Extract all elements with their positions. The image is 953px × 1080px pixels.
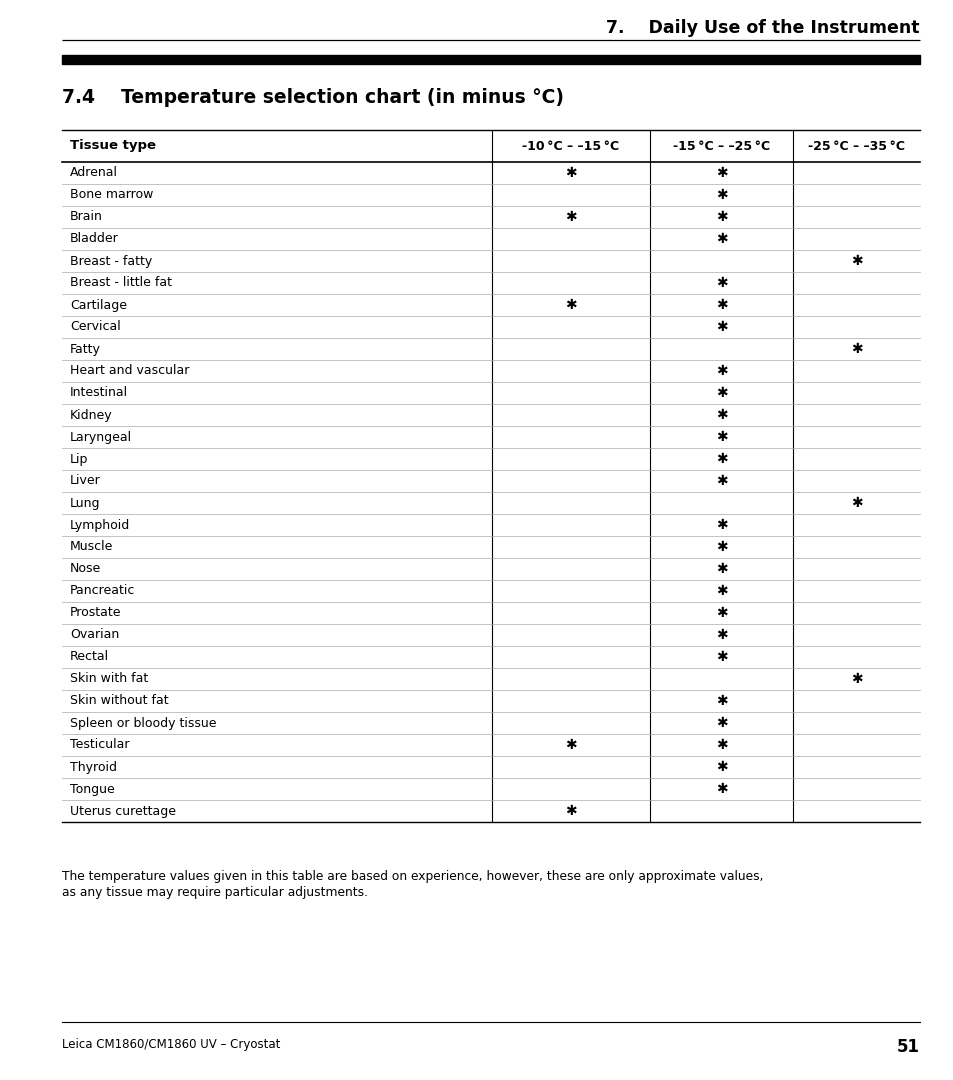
Text: Adrenal: Adrenal (70, 166, 118, 179)
Text: ✱: ✱ (850, 342, 862, 356)
Text: ✱: ✱ (715, 474, 726, 488)
Text: Tissue type: Tissue type (70, 139, 156, 152)
Text: ✱: ✱ (715, 408, 726, 422)
Text: Prostate: Prostate (70, 607, 121, 620)
Text: Lip: Lip (70, 453, 89, 465)
Text: ✱: ✱ (715, 738, 726, 752)
Text: Ovarian: Ovarian (70, 629, 119, 642)
Text: Testicular: Testicular (70, 739, 130, 752)
Text: Heart and vascular: Heart and vascular (70, 365, 190, 378)
Text: ✱: ✱ (564, 166, 577, 180)
Text: Lung: Lung (70, 497, 100, 510)
Text: ✱: ✱ (715, 716, 726, 730)
Text: ✱: ✱ (850, 672, 862, 686)
Text: ✱: ✱ (850, 254, 862, 268)
Text: Fatty: Fatty (70, 342, 101, 355)
Text: Uterus curettage: Uterus curettage (70, 805, 175, 818)
Text: ✱: ✱ (715, 650, 726, 664)
Text: ✱: ✱ (715, 430, 726, 444)
Text: ✱: ✱ (715, 760, 726, 774)
Text: ✱: ✱ (715, 276, 726, 291)
Text: Leica CM1860/CM1860 UV – Cryostat: Leica CM1860/CM1860 UV – Cryostat (62, 1038, 280, 1051)
Text: The temperature values given in this table are based on experience, however, the: The temperature values given in this tab… (62, 870, 762, 883)
Text: Brain: Brain (70, 211, 103, 224)
Text: 7.    Daily Use of the Instrument: 7. Daily Use of the Instrument (606, 19, 919, 37)
Text: Cartilage: Cartilage (70, 298, 127, 311)
Text: Muscle: Muscle (70, 540, 113, 553)
Text: Breast - fatty: Breast - fatty (70, 255, 152, 268)
Text: 7.4    Temperature selection chart (in minus °C): 7.4 Temperature selection chart (in minu… (62, 87, 563, 107)
Text: Bone marrow: Bone marrow (70, 189, 153, 202)
Text: ✱: ✱ (715, 188, 726, 202)
Text: Skin with fat: Skin with fat (70, 673, 148, 686)
Text: ✱: ✱ (715, 606, 726, 620)
Text: Bladder: Bladder (70, 232, 118, 245)
Text: ✱: ✱ (564, 210, 577, 224)
Text: ✱: ✱ (564, 804, 577, 818)
Text: ✱: ✱ (715, 518, 726, 532)
Text: ✱: ✱ (715, 232, 726, 246)
Text: ✱: ✱ (564, 298, 577, 312)
Text: ✱: ✱ (715, 453, 726, 465)
Text: -15 °C – –25 °C: -15 °C – –25 °C (672, 139, 769, 152)
Text: Intestinal: Intestinal (70, 387, 128, 400)
Text: ✱: ✱ (715, 694, 726, 708)
Text: ✱: ✱ (715, 782, 726, 796)
Text: Rectal: Rectal (70, 650, 109, 663)
Text: Liver: Liver (70, 474, 101, 487)
Text: ✱: ✱ (715, 584, 726, 598)
Text: Lymphoid: Lymphoid (70, 518, 131, 531)
Text: ✱: ✱ (715, 320, 726, 334)
Text: ✱: ✱ (715, 540, 726, 554)
Text: Tongue: Tongue (70, 783, 114, 796)
Text: ✱: ✱ (715, 298, 726, 312)
Text: ✱: ✱ (715, 562, 726, 576)
Text: 51: 51 (896, 1038, 919, 1056)
Text: ✱: ✱ (850, 496, 862, 510)
Text: ✱: ✱ (715, 166, 726, 180)
Text: Cervical: Cervical (70, 321, 121, 334)
Text: Spleen or bloody tissue: Spleen or bloody tissue (70, 716, 216, 729)
Text: ✱: ✱ (715, 627, 726, 642)
Text: Pancreatic: Pancreatic (70, 584, 135, 597)
Text: ✱: ✱ (715, 210, 726, 224)
Text: as any tissue may require particular adjustments.: as any tissue may require particular adj… (62, 886, 368, 899)
Text: Kidney: Kidney (70, 408, 112, 421)
Text: -10 °C – –15 °C: -10 °C – –15 °C (522, 139, 618, 152)
Text: -25 °C – –35 °C: -25 °C – –35 °C (807, 139, 904, 152)
Text: ✱: ✱ (564, 738, 577, 752)
Text: Breast - little fat: Breast - little fat (70, 276, 172, 289)
Text: Thyroid: Thyroid (70, 760, 117, 773)
Text: ✱: ✱ (715, 364, 726, 378)
Bar (62, 55, 919, 64)
Text: Skin without fat: Skin without fat (70, 694, 169, 707)
Text: Nose: Nose (70, 563, 101, 576)
Text: ✱: ✱ (715, 386, 726, 400)
Text: Laryngeal: Laryngeal (70, 431, 132, 444)
